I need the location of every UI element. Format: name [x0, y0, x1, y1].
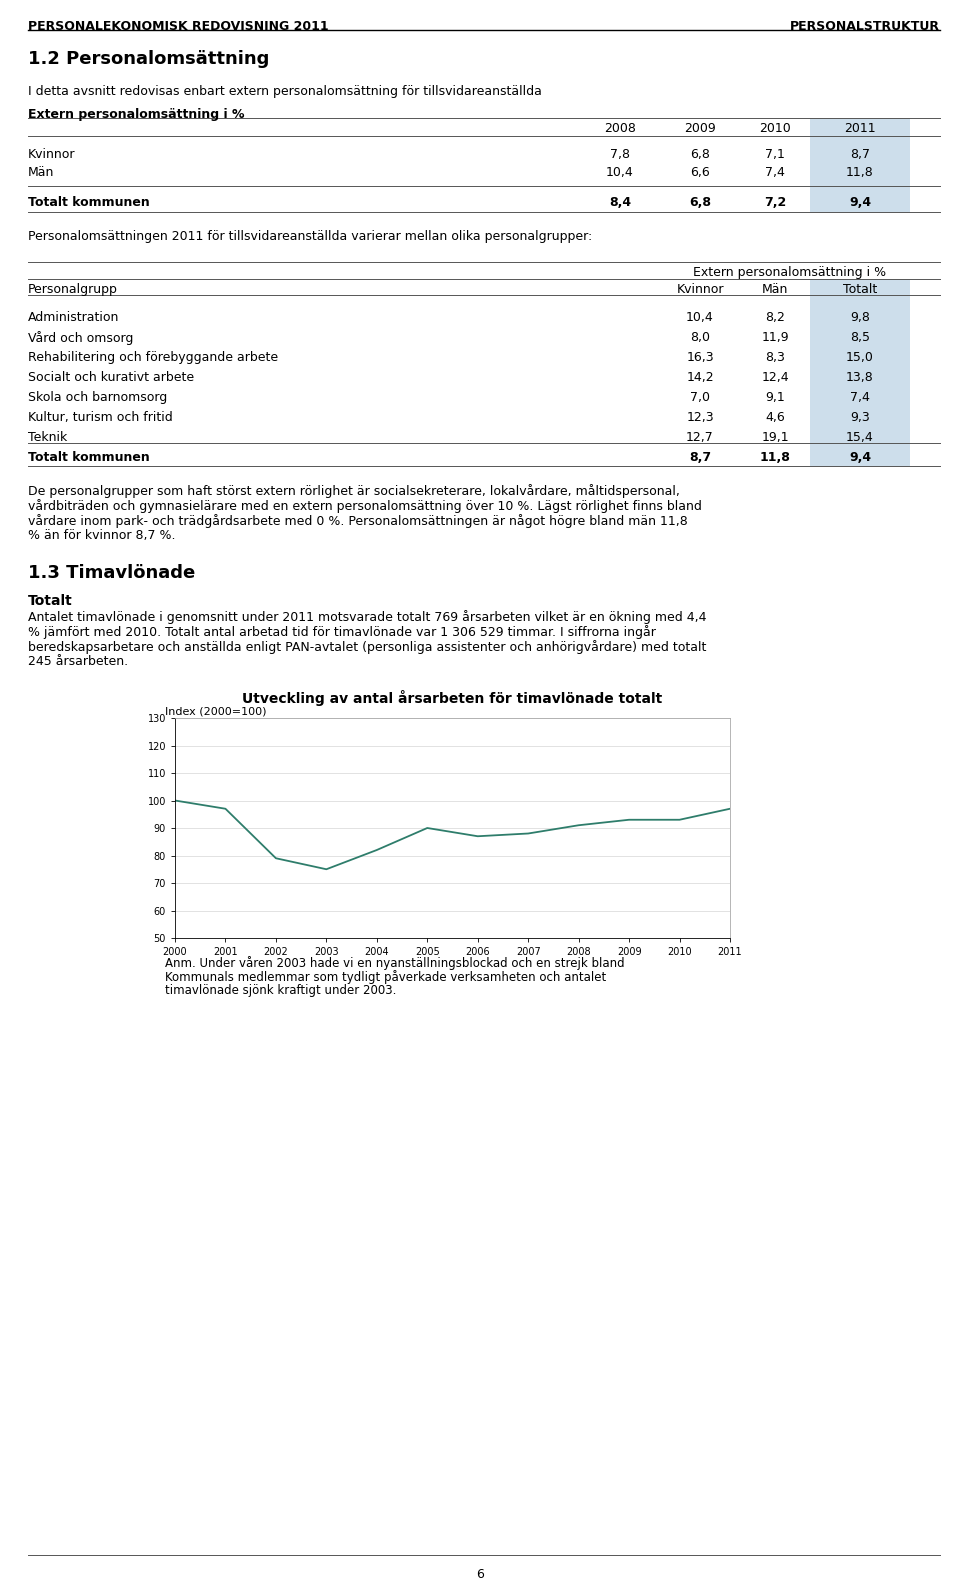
Text: Vård och omsorg: Vård och omsorg — [28, 331, 133, 346]
Text: 8,0: 8,0 — [690, 331, 710, 344]
Text: Administration: Administration — [28, 311, 119, 323]
Text: 14,2: 14,2 — [686, 371, 714, 384]
Text: Kvinnor: Kvinnor — [28, 148, 76, 161]
Text: 245 årsarbeten.: 245 årsarbeten. — [28, 655, 128, 667]
Text: PERSONALSTRUKTUR: PERSONALSTRUKTUR — [790, 21, 940, 33]
Text: Personalgrupp: Personalgrupp — [28, 284, 118, 296]
Text: Totalt kommunen: Totalt kommunen — [28, 451, 150, 464]
Text: PERSONALEKONOMISK REDOVISNING 2011: PERSONALEKONOMISK REDOVISNING 2011 — [28, 21, 328, 33]
Text: 6,6: 6,6 — [690, 166, 709, 178]
Text: 8,7: 8,7 — [689, 451, 711, 464]
Text: 9,4: 9,4 — [849, 196, 871, 209]
Text: 8,3: 8,3 — [765, 350, 785, 363]
Text: 11,9: 11,9 — [761, 331, 789, 344]
Text: 15,0: 15,0 — [846, 350, 874, 363]
Text: 9,4: 9,4 — [849, 451, 871, 464]
Text: 8,2: 8,2 — [765, 311, 785, 323]
Text: Män: Män — [28, 166, 55, 178]
Text: 8,7: 8,7 — [850, 148, 870, 161]
Text: 2008: 2008 — [604, 123, 636, 135]
Text: % än för kvinnor 8,7 %.: % än för kvinnor 8,7 %. — [28, 529, 176, 542]
Text: 7,1: 7,1 — [765, 148, 785, 161]
Text: Totalt: Totalt — [28, 594, 73, 609]
Text: 12,7: 12,7 — [686, 432, 714, 444]
Text: Personalomsättningen 2011 för tillsvidareanställda varierar mellan olika persona: Personalomsättningen 2011 för tillsvidar… — [28, 229, 592, 244]
Text: 10,4: 10,4 — [686, 311, 714, 323]
Text: 19,1: 19,1 — [761, 432, 789, 444]
Text: 6,8: 6,8 — [689, 196, 711, 209]
Text: 4,6: 4,6 — [765, 411, 785, 424]
Text: 11,8: 11,8 — [759, 451, 790, 464]
Text: 11,8: 11,8 — [846, 166, 874, 178]
Text: I detta avsnitt redovisas enbart extern personalomsättning för tillsvidareanstäl: I detta avsnitt redovisas enbart extern … — [28, 84, 541, 99]
Text: 8,4: 8,4 — [609, 196, 631, 209]
Text: Extern personalomsättning i %: Extern personalomsättning i % — [28, 108, 245, 121]
Text: 2010: 2010 — [759, 123, 791, 135]
Text: 9,8: 9,8 — [850, 311, 870, 323]
Text: Totalt kommunen: Totalt kommunen — [28, 196, 150, 209]
Text: Kultur, turism och fritid: Kultur, turism och fritid — [28, 411, 173, 424]
Text: Rehabilitering och förebyggande arbete: Rehabilitering och förebyggande arbete — [28, 350, 278, 363]
Text: Socialt och kurativt arbete: Socialt och kurativt arbete — [28, 371, 194, 384]
Text: 1.2 Personalomsättning: 1.2 Personalomsättning — [28, 49, 270, 68]
Text: Extern personalomsättning i %: Extern personalomsättning i % — [693, 266, 887, 279]
Text: 2011: 2011 — [844, 123, 876, 135]
Text: vårdare inom park- och trädgårdsarbete med 0 %. Personalomsättningen är något hö: vårdare inom park- och trädgårdsarbete m… — [28, 515, 687, 527]
Text: % jämfört med 2010. Totalt antal arbetad tid för timavlönade var 1 306 529 timma: % jämfört med 2010. Totalt antal arbetad… — [28, 624, 656, 639]
Text: 7,4: 7,4 — [850, 390, 870, 405]
Text: 9,3: 9,3 — [851, 411, 870, 424]
Text: 2009: 2009 — [684, 123, 716, 135]
Text: Män: Män — [762, 284, 788, 296]
Bar — [810, 279, 910, 467]
Text: 13,8: 13,8 — [846, 371, 874, 384]
Text: De personalgrupper som haft störst extern rörlighet är socialsekreterare, lokalv: De personalgrupper som haft störst exter… — [28, 484, 680, 499]
Text: Teknik: Teknik — [28, 432, 67, 444]
Text: timavlönade sjönk kraftigt under 2003.: timavlönade sjönk kraftigt under 2003. — [165, 984, 396, 997]
Text: Anm. Under våren 2003 hade vi en nyanställningsblockad och en strejk bland: Anm. Under våren 2003 hade vi en nyanstä… — [165, 956, 625, 970]
Text: 8,5: 8,5 — [850, 331, 870, 344]
Text: 7,8: 7,8 — [610, 148, 630, 161]
Text: beredskapsarbetare och anställda enligt PAN-avtalet (personliga assistenter och : beredskapsarbetare och anställda enligt … — [28, 640, 707, 655]
Text: Utveckling av antal årsarbeten för timavlönade totalt: Utveckling av antal årsarbeten för timav… — [242, 690, 662, 706]
Text: 12,3: 12,3 — [686, 411, 714, 424]
Text: 6: 6 — [476, 1568, 484, 1580]
Text: 9,1: 9,1 — [765, 390, 785, 405]
Text: 16,3: 16,3 — [686, 350, 714, 363]
Text: Totalt: Totalt — [843, 284, 877, 296]
Text: Kvinnor: Kvinnor — [676, 284, 724, 296]
Text: 7,4: 7,4 — [765, 166, 785, 178]
Text: Index (2000=100): Index (2000=100) — [165, 706, 267, 715]
Text: vårdbiträden och gymnasielärare med en extern personalomsättning över 10 %. Lägs: vårdbiträden och gymnasielärare med en e… — [28, 499, 702, 513]
Text: Skola och barnomsorg: Skola och barnomsorg — [28, 390, 167, 405]
Bar — [810, 118, 910, 212]
Text: Antalet timavlönade i genomsnitt under 2011 motsvarade totalt 769 årsarbeten vil: Antalet timavlönade i genomsnitt under 2… — [28, 610, 707, 624]
Text: 7,0: 7,0 — [690, 390, 710, 405]
Text: Kommunals medlemmar som tydligt påverkade verksamheten och antalet: Kommunals medlemmar som tydligt påverkad… — [165, 970, 607, 984]
Text: 12,4: 12,4 — [761, 371, 789, 384]
Text: 15,4: 15,4 — [846, 432, 874, 444]
Text: 7,2: 7,2 — [764, 196, 786, 209]
Text: 1.3 Timavlönade: 1.3 Timavlönade — [28, 564, 195, 581]
Text: 10,4: 10,4 — [606, 166, 634, 178]
Text: 6,8: 6,8 — [690, 148, 710, 161]
